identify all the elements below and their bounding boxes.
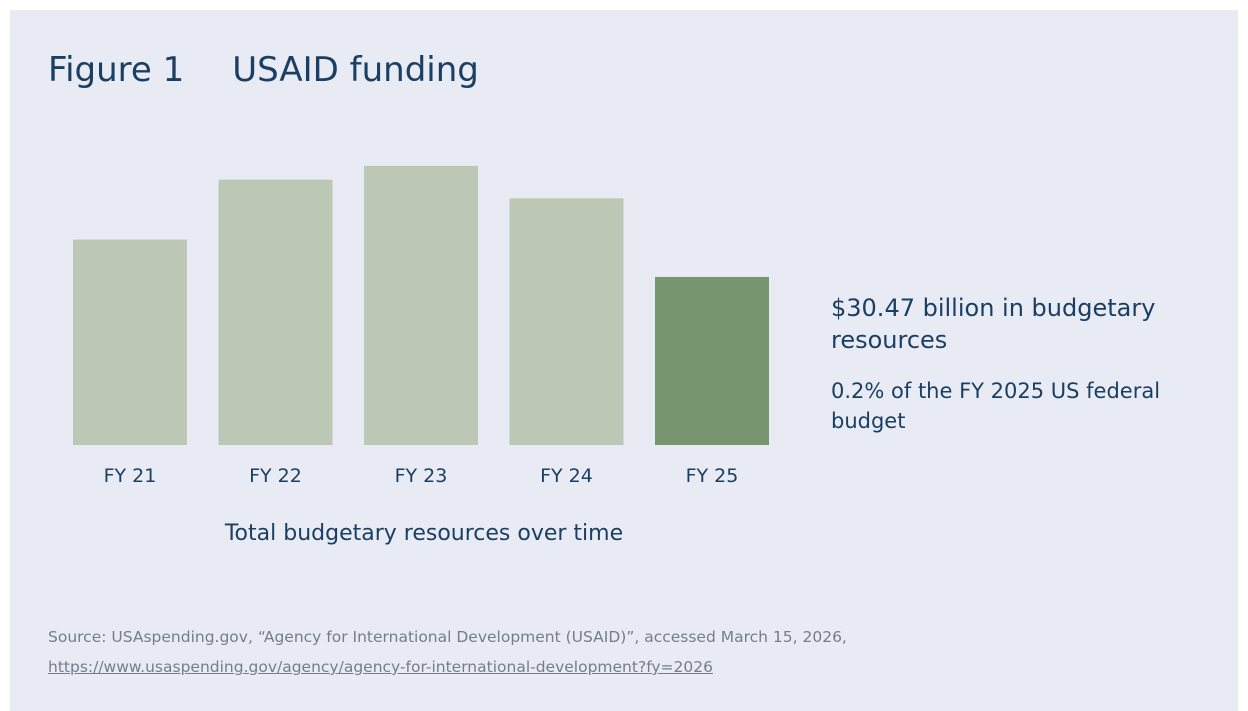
bar-fy-23 <box>364 165 478 445</box>
figure-label: Figure 1 <box>48 50 185 90</box>
x-tick-label: FY 21 <box>104 465 157 487</box>
figure-panel: Figure 1 USAID funding FY 21 FY 22 FY 23 FY … <box>10 10 1238 711</box>
figure-title: Figure 1 USAID funding <box>48 50 479 90</box>
x-tick-label: FY 25 <box>686 465 739 487</box>
source-note: Source: USAspending.gov, “Agency for Int… <box>48 622 1198 682</box>
source-link[interactable]: https://www.usaspending.gov/agency/agenc… <box>48 658 713 676</box>
source-text: Source: USAspending.gov, “Agency for Int… <box>48 628 847 646</box>
x-tick-label: FY 23 <box>395 465 448 487</box>
bar-fy-22 <box>218 179 333 446</box>
stats-callout: $30.47 billion in budgetary resources 0.… <box>831 292 1211 436</box>
stat-subline: 0.2% of the FY 2025 US federal budget <box>831 379 1161 433</box>
bar-fy-24 <box>509 198 624 445</box>
figure-title-text: USAID funding <box>232 50 479 90</box>
stat-headline: $30.47 billion in budgetary resources <box>831 294 1156 354</box>
bar-chart: FY 21 FY 22 FY 23 FY 24 FY 25 Total budgetary… <box>73 165 769 546</box>
bar-fy-25 <box>655 276 769 445</box>
bar-fy-21 <box>73 239 187 445</box>
x-tick-label: FY 22 <box>249 465 302 487</box>
x-tick-label: FY 24 <box>540 465 593 487</box>
x-axis-label: Total budgetary resources over time <box>224 521 623 546</box>
